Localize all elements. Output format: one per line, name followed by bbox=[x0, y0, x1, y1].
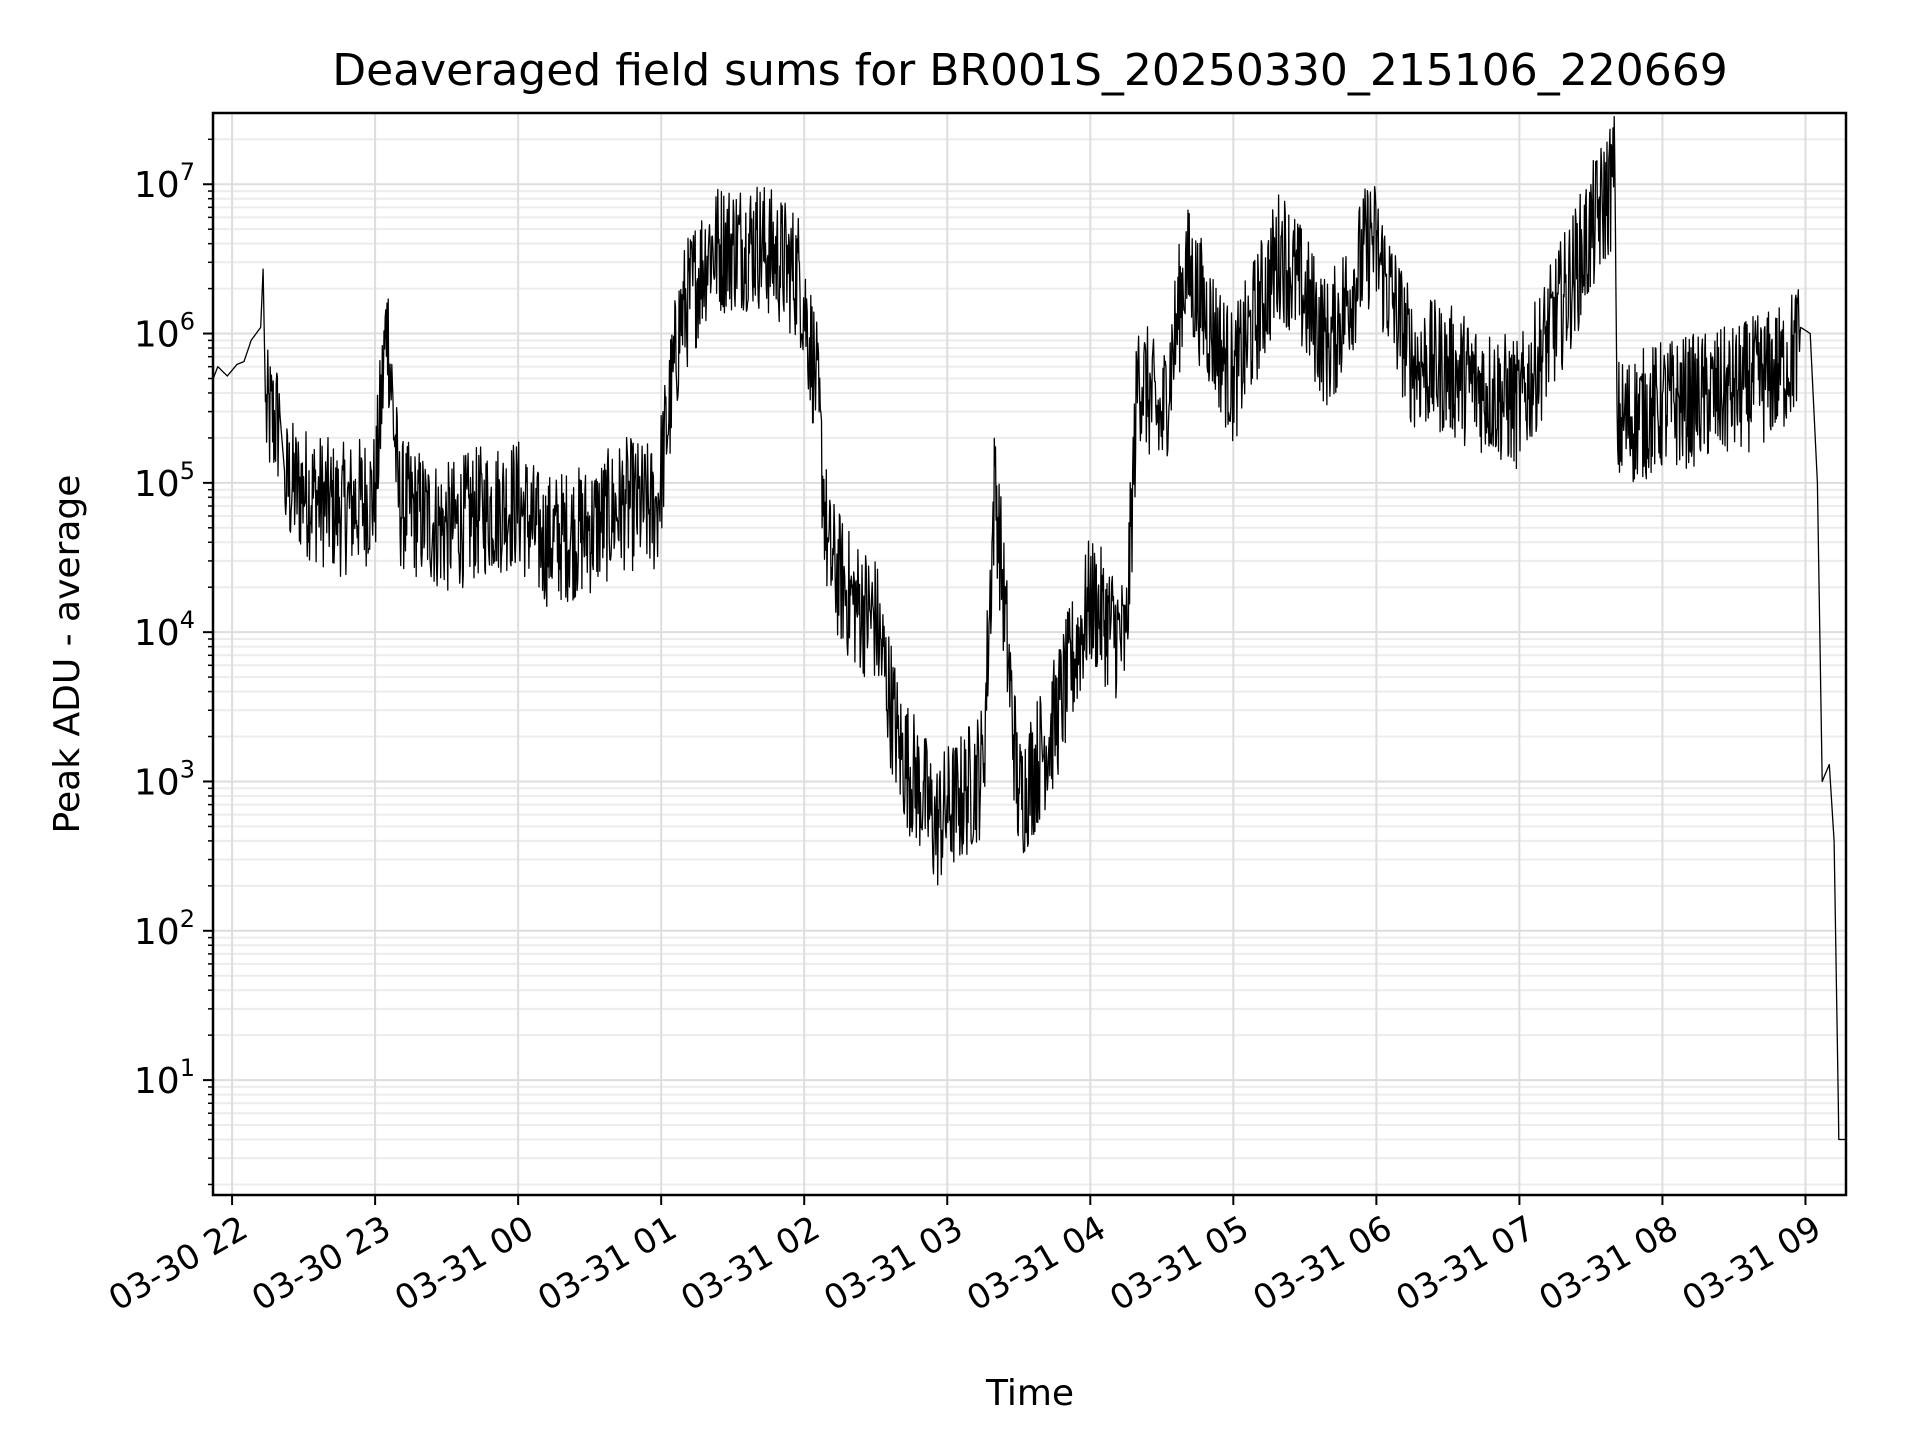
y-tick-label: 107 bbox=[134, 158, 195, 206]
grid bbox=[213, 113, 1846, 1195]
y-tick-label: 106 bbox=[134, 308, 195, 356]
axes-frame bbox=[211, 111, 1848, 1197]
chart-title: Deaveraged field sums for BR001S_2025033… bbox=[332, 45, 1728, 96]
plot-area bbox=[213, 115, 1846, 1141]
series-line bbox=[213, 115, 1846, 1141]
y-tick-label: 103 bbox=[134, 755, 195, 803]
x-axis-label: Time bbox=[985, 1373, 1074, 1414]
y-axis-label: Peak ADU - average bbox=[47, 475, 88, 834]
y-tick-label: 105 bbox=[134, 457, 195, 505]
y-tick-label: 104 bbox=[134, 606, 195, 654]
y-tick-label: 102 bbox=[134, 905, 195, 953]
y-tick-label: 101 bbox=[134, 1054, 195, 1102]
